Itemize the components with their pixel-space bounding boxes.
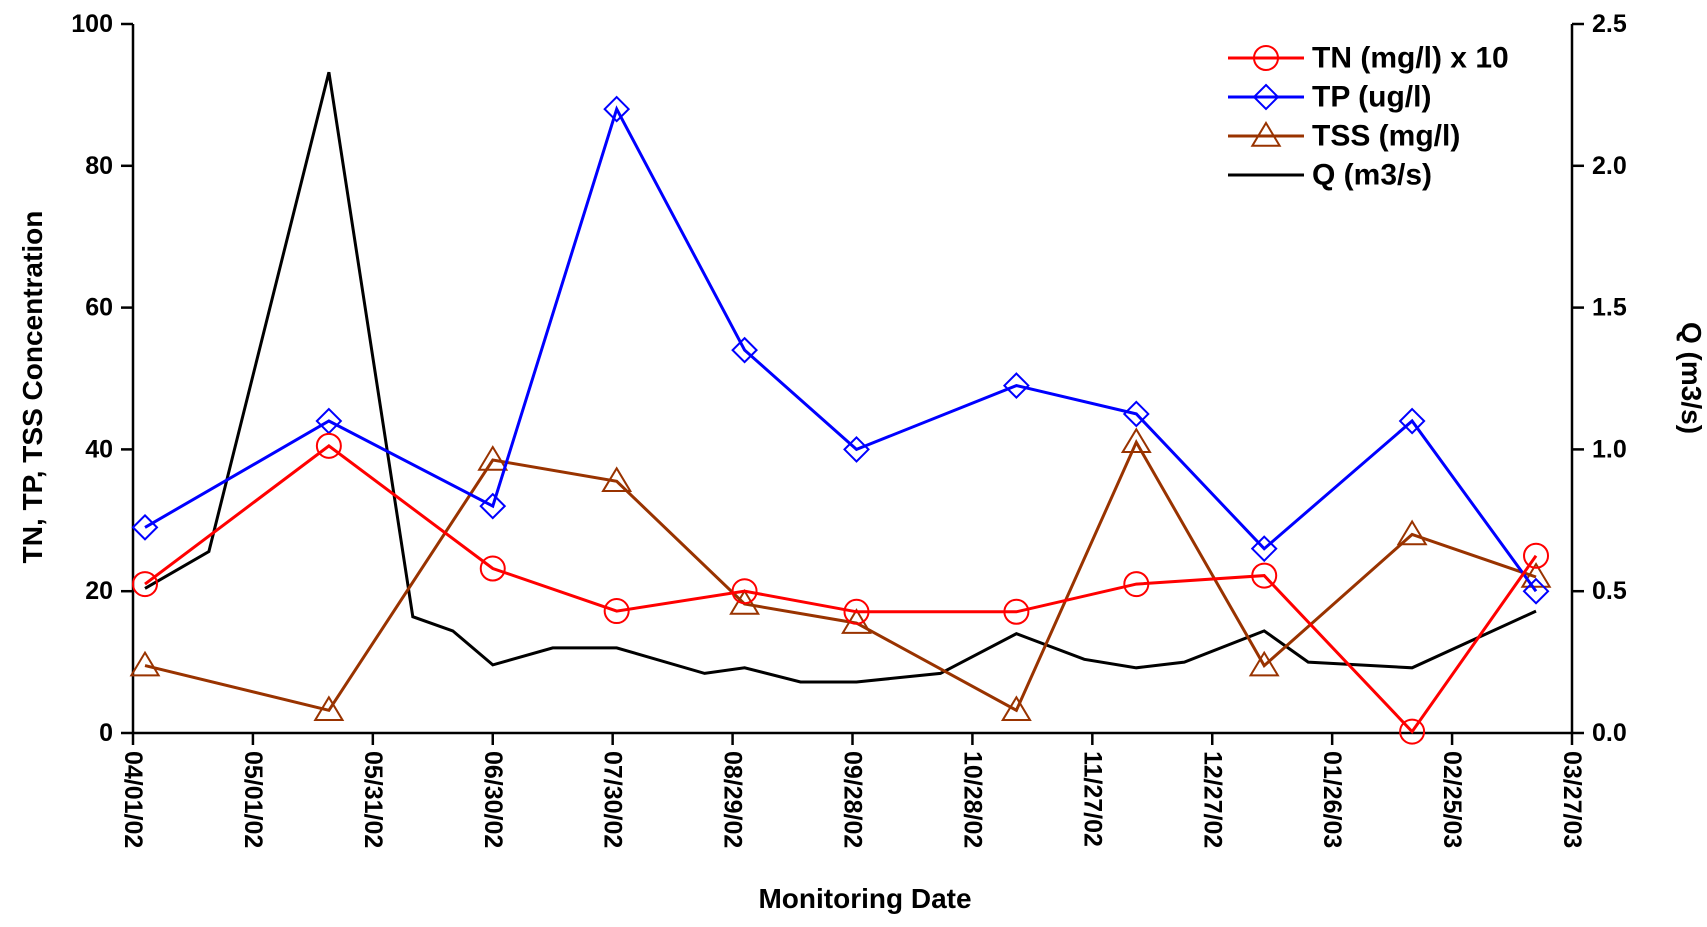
x-tick-label: 04/01/02 xyxy=(119,751,147,848)
series-tss-marker xyxy=(729,589,760,615)
series-tss-marker xyxy=(1120,427,1152,454)
series-tn-marker xyxy=(1399,718,1426,745)
legend-item-tss: TSS (mg/l) xyxy=(1228,120,1460,153)
right-y-tick-label: 2.0 xyxy=(1592,152,1627,180)
series-tp-marker xyxy=(1398,407,1426,435)
legend: TN (mg/l) x 10 TP (ug/l) TSS (mg/l) Q (m3/s… xyxy=(1228,42,1509,192)
series-q xyxy=(144,71,1537,684)
series-tp-marker xyxy=(1002,372,1030,400)
series-tn-marker xyxy=(131,571,158,598)
x-tick-label: 11/27/02 xyxy=(1078,751,1106,847)
x-axis-ticks: 04/01/02 05/01/02 05/31/02 06/30/02 07/30/02… xyxy=(119,733,1586,848)
x-axis-title: Monitoring Date xyxy=(758,883,971,914)
legend-label: TN (mg/l) x 10 xyxy=(1312,42,1509,75)
left-y-tick-label: 40 xyxy=(85,435,113,463)
legend-marker xyxy=(1250,121,1282,147)
legend-item-tp: TP (ug/l) xyxy=(1228,81,1431,114)
legend-label: Q (m3/s) xyxy=(1312,159,1432,192)
left-y-tick-label: 60 xyxy=(85,294,113,322)
series-tss-marker xyxy=(1000,695,1032,722)
series-tss-marker xyxy=(601,466,633,493)
left-y-tick-label: 100 xyxy=(71,10,113,38)
series-q-line xyxy=(144,71,1537,684)
series-tp-marker xyxy=(843,435,870,463)
series-tss-marker xyxy=(129,650,161,677)
right-y-axis-title: Q (m3/s) xyxy=(1676,322,1707,434)
x-tick-label: 08/29/02 xyxy=(719,751,747,848)
series-layer xyxy=(129,71,1552,745)
legend-label: TP (ug/l) xyxy=(1312,81,1431,114)
x-tick-label: 03/27/03 xyxy=(1558,751,1586,848)
legend-label: TSS (mg/l) xyxy=(1312,120,1460,153)
series-tn-marker xyxy=(843,598,870,625)
legend-marker xyxy=(1252,83,1280,111)
series-tp xyxy=(131,95,1550,605)
series-tn-marker xyxy=(315,432,342,459)
series-tn xyxy=(131,432,1550,745)
left-y-tick-label: 80 xyxy=(85,152,113,180)
series-tp-marker xyxy=(731,336,758,364)
x-tick-label: 06/30/02 xyxy=(479,751,507,848)
series-tss-marker xyxy=(1248,650,1280,677)
series-tn-marker xyxy=(479,555,506,582)
series-tn-marker xyxy=(1123,571,1150,598)
x-tick-label: 01/26/03 xyxy=(1318,751,1346,848)
legend-item-q: Q (m3/s) xyxy=(1228,159,1432,192)
series-tss xyxy=(129,427,1552,722)
x-tick-label: 09/28/02 xyxy=(839,751,867,848)
right-y-tick-label: 0.5 xyxy=(1592,577,1627,605)
right-y-axis-ticks: 0.0 0.5 1.0 1.5 2.0 2.5 xyxy=(1572,10,1627,747)
series-tn-marker xyxy=(603,598,630,625)
right-y-tick-label: 1.5 xyxy=(1592,294,1627,322)
series-tp-marker xyxy=(603,95,631,123)
legend-marker xyxy=(1253,45,1279,71)
x-tick-label: 05/31/02 xyxy=(359,751,387,848)
x-tick-label: 05/01/02 xyxy=(239,751,267,848)
left-y-tick-label: 20 xyxy=(85,577,113,605)
series-tss-marker xyxy=(477,445,509,471)
x-tick-label: 12/27/02 xyxy=(1198,751,1226,848)
x-tick-label: 02/25/03 xyxy=(1438,751,1466,848)
series-tp-marker xyxy=(1250,535,1278,563)
series-tp-marker xyxy=(1122,400,1150,428)
series-tp-line xyxy=(144,105,1538,593)
right-y-tick-label: 0.0 xyxy=(1592,719,1627,747)
series-tp-marker xyxy=(131,513,159,541)
x-tick-label: 07/30/02 xyxy=(599,751,627,848)
series-tss-line xyxy=(144,438,1537,713)
series-tp-marker xyxy=(1522,577,1550,605)
series-tn-marker xyxy=(1523,542,1550,569)
series-tn-marker xyxy=(1251,562,1278,589)
left-y-axis-title: TN, TP, TSS Concentration xyxy=(17,211,48,564)
series-tss-marker xyxy=(1520,562,1552,588)
left-y-axis-ticks: 0 20 40 60 80 100 xyxy=(71,10,133,747)
left-y-tick-label: 0 xyxy=(99,719,113,747)
series-tn-marker xyxy=(731,578,758,605)
series-tp-marker xyxy=(479,492,507,520)
right-y-tick-label: 2.5 xyxy=(1592,10,1627,38)
x-tick-label: 10/28/02 xyxy=(958,751,986,848)
right-y-tick-label: 1.0 xyxy=(1592,435,1627,463)
series-tn-line xyxy=(144,444,1538,734)
series-tss-marker xyxy=(313,695,345,722)
series-tss-marker xyxy=(1396,519,1428,546)
legend-item-tn: TN (mg/l) x 10 xyxy=(1228,42,1509,75)
series-tn-marker xyxy=(1003,598,1030,625)
